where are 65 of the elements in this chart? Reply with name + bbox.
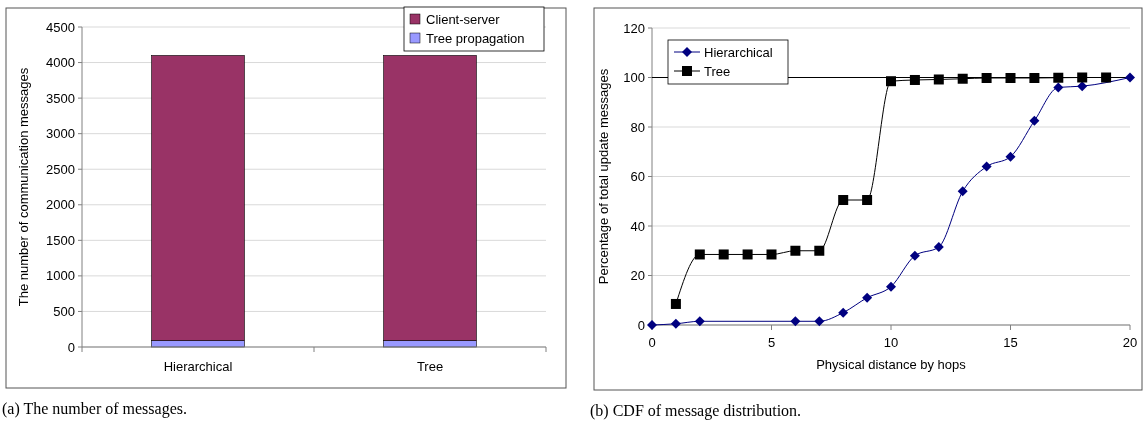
point (862, 195, 873, 206)
x-tick-label: 5 (767, 335, 776, 350)
point (1053, 82, 1064, 93)
x-axis-title: Physical distance by hops (816, 357, 967, 372)
point (838, 307, 849, 318)
point (909, 74, 920, 85)
legend-label: Tree (704, 63, 731, 79)
point (1005, 151, 1016, 162)
y-tick-label: 3500 (46, 90, 75, 106)
x-tick-label: 15 (1003, 335, 1018, 350)
y-tick-label: 1000 (46, 268, 75, 284)
point (1077, 72, 1088, 83)
point (670, 318, 681, 329)
point (718, 249, 729, 260)
y-tick-label: 20 (630, 268, 645, 284)
point (909, 250, 920, 261)
point (1077, 81, 1088, 92)
point (670, 298, 681, 309)
y-tick-label: 80 (630, 119, 645, 135)
point (1101, 72, 1112, 83)
point (1029, 73, 1040, 83)
point (766, 249, 777, 260)
y-axis-title: Percentage of total update messages (596, 68, 611, 285)
y-tick-label: 100 (623, 70, 645, 86)
point (694, 316, 705, 327)
y-tick-label: 60 (630, 169, 645, 185)
point (790, 245, 801, 256)
point (814, 316, 825, 327)
y-axis-title: The number of communication messages (16, 67, 31, 307)
y-tick-label: 2000 (46, 197, 75, 213)
text: (b) CDF of message distribution. (590, 402, 802, 420)
point (957, 73, 968, 84)
y-tick-label: 3000 (46, 126, 75, 142)
point (933, 242, 944, 253)
y-tick-label: 0 (637, 317, 645, 333)
point (694, 249, 705, 260)
point (957, 186, 968, 197)
point (1005, 73, 1016, 83)
y-tick-label: 4500 (46, 19, 75, 35)
x-tick-label: 10 (883, 335, 899, 350)
y-tick-label: 500 (53, 303, 75, 319)
text: (a) The number of messages. (2, 400, 187, 418)
y-tick-label: 120 (623, 20, 645, 36)
y-tick-label: 4000 (46, 55, 75, 71)
point (1053, 72, 1064, 83)
point (1029, 115, 1040, 126)
point (981, 73, 992, 83)
y-tick-label: 1500 (46, 232, 75, 248)
point (814, 245, 825, 256)
point (886, 281, 896, 292)
y-tick-label: 2500 (46, 161, 75, 177)
x-tick-label: 0 (648, 335, 656, 350)
y-tick-label: 40 (630, 218, 645, 234)
point (790, 316, 801, 327)
legend-label: Tree propagation (426, 30, 525, 46)
point (862, 292, 873, 303)
x-tick-label: 20 (1122, 335, 1138, 350)
point (886, 76, 896, 87)
point (838, 195, 849, 206)
point (742, 249, 753, 260)
legend-label: Client-server (426, 11, 501, 27)
legend-label: Hierarchical (704, 44, 773, 60)
point (981, 161, 992, 172)
point (933, 74, 944, 85)
point (1125, 72, 1135, 83)
